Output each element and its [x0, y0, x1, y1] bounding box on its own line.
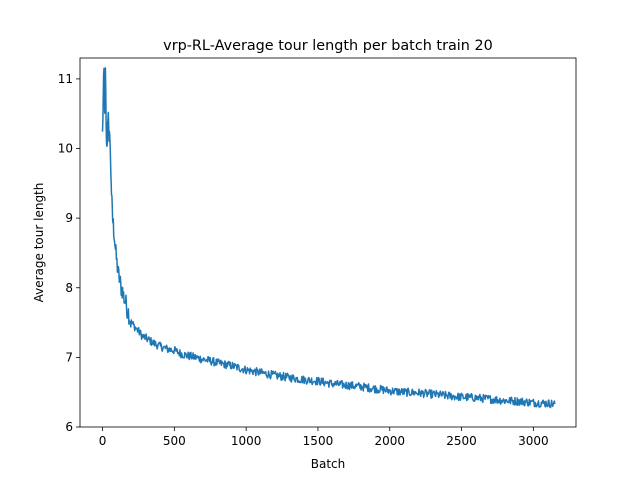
- y-tick-label: 6: [65, 420, 73, 434]
- plot-area: [79, 57, 577, 428]
- x-tick-label: 1000: [231, 434, 262, 448]
- chart-title: vrp-RL-Average tour length per batch tra…: [163, 38, 493, 54]
- y-tick-label: 9: [65, 211, 73, 225]
- x-tick-label: 3000: [518, 434, 549, 448]
- y-tick-label: 8: [65, 281, 73, 295]
- x-tick-label: 2000: [374, 434, 405, 448]
- x-tick-label: 2500: [446, 434, 477, 448]
- y-tick-label: 11: [58, 72, 73, 86]
- y-tick-label: 7: [65, 350, 73, 364]
- x-tick-label: 1500: [303, 434, 334, 448]
- x-tick-label: 0: [99, 434, 107, 448]
- y-axis: 6 7 8 9 10 11: [58, 72, 80, 434]
- x-axis: 0 500 1000 1500 2000 2500 3000: [99, 427, 549, 448]
- x-axis-label: Batch: [311, 457, 346, 471]
- x-tick-label: 500: [163, 434, 186, 448]
- series-line: [101, 67, 556, 409]
- y-tick-label: 10: [58, 142, 73, 156]
- plot-frame: [79, 57, 577, 428]
- y-axis-label: Average tour length: [32, 183, 46, 303]
